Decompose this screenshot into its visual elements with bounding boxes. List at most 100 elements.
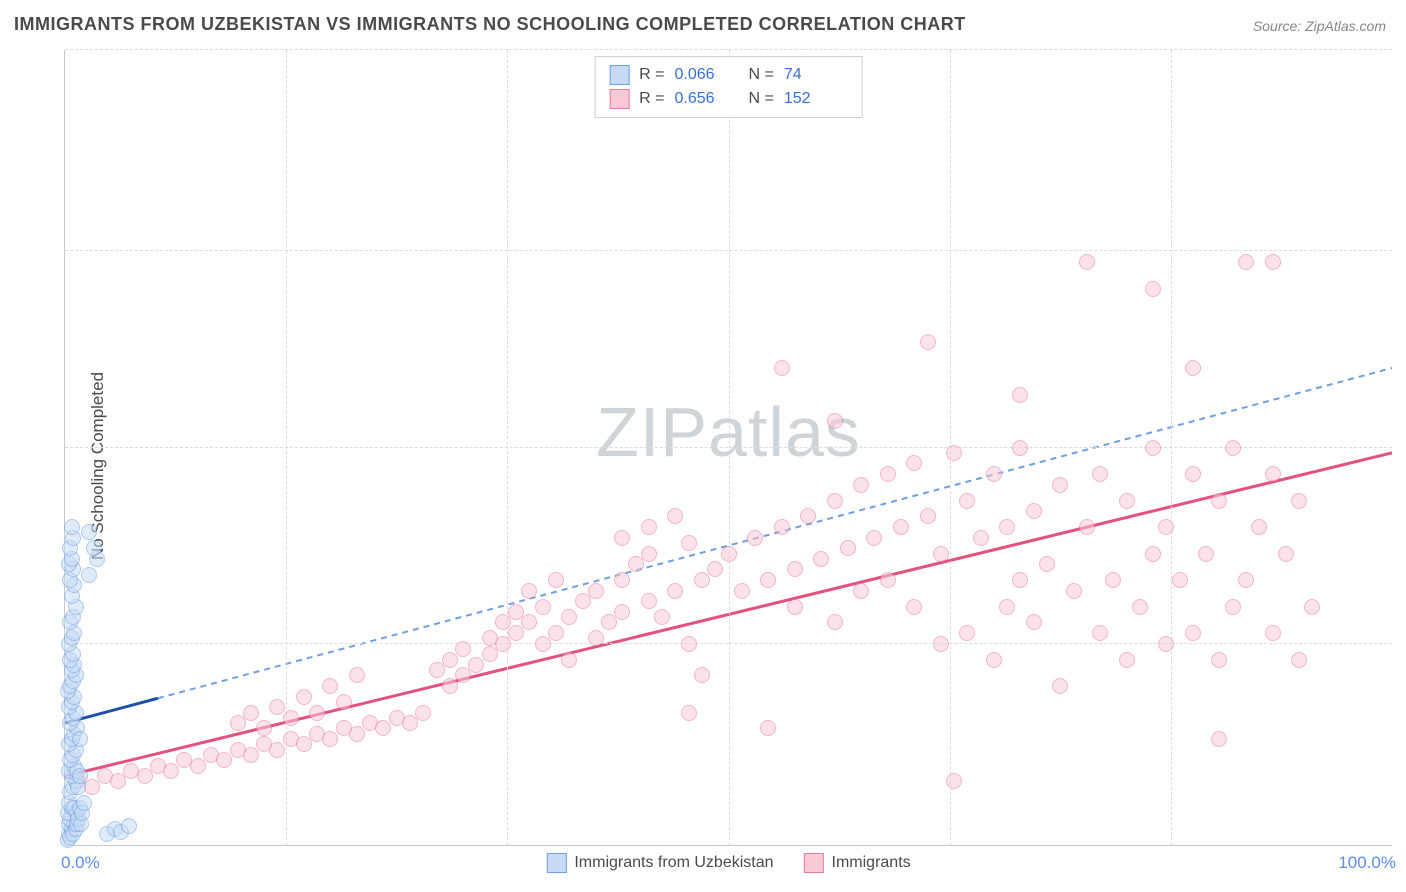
trendline-uzbekistan-dashed xyxy=(158,368,1392,698)
scatter-point-uzbekistan xyxy=(76,795,92,811)
scatter-point-immigrants xyxy=(1304,599,1320,615)
scatter-point-immigrants xyxy=(561,652,577,668)
legend-label-uzbekistan: Immigrants from Uzbekistan xyxy=(574,854,773,872)
scatter-point-immigrants xyxy=(1145,281,1161,297)
swatch-immigrants xyxy=(804,853,824,873)
scatter-point-immigrants xyxy=(866,530,882,546)
scatter-point-immigrants xyxy=(614,530,630,546)
scatter-point-immigrants xyxy=(654,609,670,625)
scatter-point-immigrants xyxy=(309,705,325,721)
legend-item-immigrants: Immigrants xyxy=(804,853,911,873)
plot-area: ZIPatlas R = 0.066 N = 74 R = 0.656 N = … xyxy=(64,50,1392,846)
scatter-point-immigrants xyxy=(588,630,604,646)
scatter-point-immigrants xyxy=(614,604,630,620)
scatter-point-immigrants xyxy=(296,736,312,752)
scatter-point-immigrants xyxy=(190,758,206,774)
scatter-point-immigrants xyxy=(1185,360,1201,376)
scatter-point-immigrants xyxy=(1225,599,1241,615)
scatter-point-immigrants xyxy=(641,519,657,535)
scatter-point-immigrants xyxy=(747,530,763,546)
scatter-point-immigrants xyxy=(1026,503,1042,519)
scatter-point-immigrants xyxy=(402,715,418,731)
stat-n-uzbekistan: 74 xyxy=(784,63,834,87)
scatter-point-immigrants xyxy=(561,609,577,625)
scatter-point-immigrants xyxy=(1132,599,1148,615)
scatter-point-immigrants xyxy=(575,593,591,609)
scatter-point-immigrants xyxy=(468,657,484,673)
x-gridline xyxy=(286,50,287,845)
y-tick-label: 3.8% xyxy=(1397,614,1406,634)
scatter-point-immigrants xyxy=(163,763,179,779)
scatter-point-immigrants xyxy=(1185,625,1201,641)
swatch-uzbekistan xyxy=(546,853,566,873)
scatter-point-immigrants xyxy=(1185,466,1201,482)
swatch-uzbekistan xyxy=(609,65,629,85)
scatter-point-immigrants xyxy=(946,773,962,789)
scatter-point-immigrants xyxy=(827,614,843,630)
scatter-point-uzbekistan xyxy=(81,524,97,540)
scatter-point-immigrants xyxy=(1225,440,1241,456)
scatter-point-immigrants xyxy=(216,752,232,768)
scatter-point-immigrants xyxy=(442,652,458,668)
scatter-point-immigrants xyxy=(322,678,338,694)
scatter-point-immigrants xyxy=(1291,652,1307,668)
scatter-point-immigrants xyxy=(1265,466,1281,482)
scatter-point-immigrants xyxy=(920,334,936,350)
scatter-point-immigrants xyxy=(681,535,697,551)
stat-r-uzbekistan: 0.066 xyxy=(675,63,725,87)
scatter-point-immigrants xyxy=(1265,254,1281,270)
scatter-point-immigrants xyxy=(1012,440,1028,456)
scatter-point-immigrants xyxy=(535,636,551,652)
scatter-point-immigrants xyxy=(999,599,1015,615)
scatter-point-immigrants xyxy=(283,710,299,726)
scatter-point-immigrants xyxy=(667,508,683,524)
scatter-point-immigrants xyxy=(296,689,312,705)
legend-stats-row-immigrants: R = 0.656 N = 152 xyxy=(609,87,848,111)
scatter-point-uzbekistan xyxy=(86,540,102,556)
scatter-point-immigrants xyxy=(933,636,949,652)
scatter-point-uzbekistan xyxy=(64,519,80,535)
scatter-point-immigrants xyxy=(336,694,352,710)
scatter-point-immigrants xyxy=(230,715,246,731)
scatter-point-immigrants xyxy=(840,540,856,556)
scatter-point-immigrants xyxy=(548,625,564,641)
scatter-point-immigrants xyxy=(827,493,843,509)
scatter-point-immigrants xyxy=(959,493,975,509)
scatter-point-immigrants xyxy=(906,455,922,471)
scatter-point-immigrants xyxy=(694,572,710,588)
scatter-point-immigrants xyxy=(256,720,272,736)
scatter-point-immigrants xyxy=(707,561,723,577)
scatter-point-immigrants xyxy=(1238,254,1254,270)
stat-r-immigrants: 0.656 xyxy=(675,87,725,111)
scatter-point-immigrants xyxy=(1211,493,1227,509)
scatter-point-immigrants xyxy=(482,646,498,662)
x-gridline xyxy=(729,50,730,845)
x-gridline xyxy=(1171,50,1172,845)
scatter-point-uzbekistan xyxy=(81,567,97,583)
scatter-point-immigrants xyxy=(986,652,1002,668)
scatter-point-immigrants xyxy=(1012,572,1028,588)
scatter-point-immigrants xyxy=(774,360,790,376)
scatter-point-immigrants xyxy=(1066,583,1082,599)
y-tick-label: 11.2% xyxy=(1397,221,1406,241)
scatter-point-immigrants xyxy=(760,572,776,588)
scatter-point-immigrants xyxy=(521,583,537,599)
scatter-point-immigrants xyxy=(429,662,445,678)
scatter-point-immigrants xyxy=(322,731,338,747)
scatter-point-immigrants xyxy=(1105,572,1121,588)
scatter-point-immigrants xyxy=(548,572,564,588)
scatter-point-immigrants xyxy=(906,599,922,615)
swatch-immigrants xyxy=(609,89,629,109)
scatter-point-immigrants xyxy=(1265,625,1281,641)
scatter-point-immigrants xyxy=(1052,678,1068,694)
scatter-point-immigrants xyxy=(999,519,1015,535)
scatter-point-immigrants xyxy=(893,519,909,535)
scatter-point-immigrants xyxy=(760,720,776,736)
scatter-point-immigrants xyxy=(588,583,604,599)
stat-label-r: R = xyxy=(639,63,664,87)
legend-item-uzbekistan: Immigrants from Uzbekistan xyxy=(546,853,773,873)
source-attribution: Source: ZipAtlas.com xyxy=(1253,18,1386,34)
scatter-point-immigrants xyxy=(535,599,551,615)
scatter-point-immigrants xyxy=(933,546,949,562)
scatter-point-uzbekistan xyxy=(121,818,137,834)
